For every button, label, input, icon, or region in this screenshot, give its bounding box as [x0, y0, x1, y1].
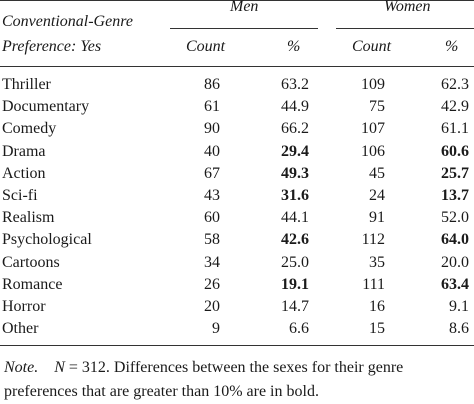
cell-women-count: 111 — [362, 275, 385, 293]
cell-men-pct: 6.6 — [289, 320, 309, 338]
cell-women-count: 35 — [369, 253, 385, 271]
cell-men-count: 43 — [204, 187, 220, 204]
col-heading-women-pct: % — [445, 38, 459, 55]
header-bottom-rule — [0, 66, 474, 67]
cell-women-count: 16 — [369, 298, 385, 315]
cell-women-pct: 64.0 — [441, 231, 469, 249]
cell-men-pct: 49.3 — [281, 164, 309, 182]
cell-men-count: 9 — [212, 320, 220, 338]
cell-women-count: 107 — [361, 120, 385, 138]
cell-men-count: 60 — [204, 209, 220, 227]
cell-men-count: 86 — [204, 76, 220, 93]
cell-genre: Drama — [2, 142, 46, 160]
cell-men-pct: 29.4 — [281, 142, 309, 160]
col-heading-men-pct: % — [287, 38, 301, 55]
table-bottom-rule — [0, 345, 474, 346]
cell-men-pct: 66.2 — [281, 120, 309, 138]
stub-heading-line1: Conventional-Genre — [2, 13, 133, 30]
cell-women-count: 109 — [361, 76, 385, 93]
cell-men-pct: 63.2 — [281, 76, 309, 93]
cell-genre: Action — [2, 164, 46, 182]
cell-women-pct: 63.4 — [441, 275, 469, 293]
cell-women-count: 112 — [361, 231, 385, 249]
note-label: Note. — [4, 359, 39, 376]
cell-women-count: 91 — [369, 209, 385, 227]
top-rule — [0, 0, 474, 1]
cell-men-pct: 31.6 — [281, 187, 309, 204]
cell-men-pct: 14.7 — [281, 298, 309, 315]
cell-women-pct: 13.7 — [441, 187, 469, 204]
cell-women-pct: 60.6 — [441, 142, 469, 160]
cell-genre: Other — [2, 320, 39, 338]
note-n-symbol: N — [54, 359, 65, 376]
group-heading-women: Women — [384, 0, 431, 15]
cell-women-pct: 9.1 — [449, 298, 469, 315]
cell-men-pct: 44.1 — [281, 209, 309, 227]
note-line1-text: = 312. Differences between the sexes for… — [64, 359, 404, 376]
cell-men-pct: 42.6 — [281, 231, 309, 249]
cell-men-count: 34 — [204, 253, 220, 271]
group-heading-men: Men — [230, 0, 259, 15]
cell-women-count: 24 — [369, 187, 385, 204]
stub-heading-line2: Preference: Yes — [2, 38, 102, 55]
cell-women-count: 75 — [369, 98, 385, 116]
cell-genre: Psychological — [2, 231, 92, 249]
cell-men-count: 26 — [204, 275, 220, 293]
table-note-line2: preferences that are greater than 10% ar… — [4, 383, 319, 400]
cell-genre: Romance — [2, 275, 63, 293]
cell-men-count: 90 — [204, 120, 220, 138]
cell-women-count: 45 — [369, 164, 385, 182]
cell-men-count: 40 — [204, 142, 220, 160]
cell-genre: Horror — [2, 298, 46, 315]
cell-genre: Documentary — [2, 98, 90, 116]
cell-women-count: 106 — [361, 142, 385, 160]
cell-men-count: 67 — [204, 164, 220, 182]
cell-women-pct: 62.3 — [441, 76, 469, 93]
cell-men-pct: 44.9 — [281, 98, 309, 116]
col-heading-women-count: Count — [352, 38, 392, 55]
cell-genre: Thriller — [2, 76, 51, 93]
cell-men-pct: 19.1 — [281, 275, 309, 293]
men-group-rule — [170, 28, 318, 29]
table-note-line1: Note. N = 312. Differences between the s… — [4, 356, 403, 379]
cell-women-pct: 61.1 — [441, 120, 469, 138]
col-heading-men-count: Count — [186, 38, 226, 55]
cell-women-pct: 25.7 — [441, 164, 469, 182]
cell-men-pct: 25.0 — [281, 253, 309, 271]
cell-women-pct: 8.6 — [449, 320, 469, 338]
cell-genre: Cartoons — [2, 253, 60, 271]
cell-women-pct: 20.0 — [441, 253, 469, 271]
cell-women-pct: 42.9 — [441, 98, 469, 116]
cell-women-pct: 52.0 — [441, 209, 469, 227]
cell-genre: Comedy — [2, 120, 57, 138]
cell-men-count: 20 — [204, 298, 220, 315]
cell-men-count: 58 — [204, 231, 220, 249]
women-group-rule — [336, 28, 474, 29]
cell-women-count: 15 — [369, 320, 385, 338]
cell-genre: Realism — [2, 209, 55, 227]
cell-genre: Sci-fi — [2, 187, 38, 204]
cell-men-count: 61 — [204, 98, 220, 116]
